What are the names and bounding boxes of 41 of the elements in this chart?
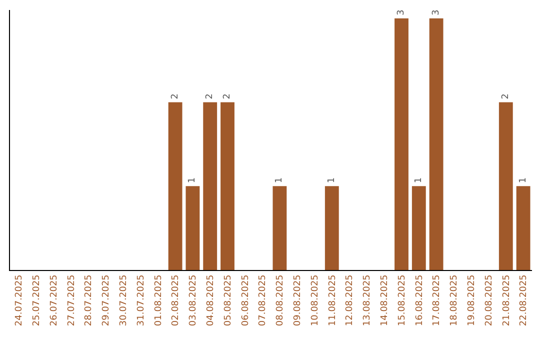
x-tick-label: 18.08.2025 [450, 274, 460, 326]
x-tick-label: 15.08.2025 [397, 274, 408, 326]
x-tick-label: 01.08.2025 [154, 274, 164, 326]
data-label: 1 [414, 177, 424, 184]
data-label: 3 [396, 10, 406, 16]
x-tick-label: 24.07.2025 [14, 274, 25, 326]
x-tick-label: 14.08.2025 [380, 274, 390, 326]
x-tick-label: 06.08.2025 [240, 274, 251, 326]
data-label: 2 [205, 94, 216, 100]
data-label: 3 [431, 10, 442, 16]
x-tick-label: 17.08.2025 [432, 274, 442, 326]
data-label: 1 [518, 177, 528, 184]
data-label: 1 [326, 177, 337, 184]
x-tick-label: 30.07.2025 [119, 274, 130, 326]
x-tick-label: 29.07.2025 [102, 274, 112, 326]
data-label: 2 [170, 94, 180, 100]
x-tick-label: 02.08.2025 [171, 274, 182, 326]
x-tick-label: 21.08.2025 [502, 274, 512, 326]
x-tick-label: 13.08.2025 [362, 274, 373, 326]
x-tick-label: 28.07.2025 [84, 274, 94, 326]
data-label: 1 [274, 177, 285, 184]
data-label: 2 [500, 94, 511, 100]
x-tick-label: 05.08.2025 [223, 274, 234, 326]
data-label: 2 [222, 94, 232, 100]
x-tick-label: 16.08.2025 [414, 274, 425, 326]
x-tick-label: 19.08.2025 [467, 274, 478, 326]
x-tick-label: 27.07.2025 [66, 274, 77, 326]
x-tick-label: 04.08.2025 [206, 274, 216, 326]
x-tick-label: 03.08.2025 [188, 274, 199, 326]
data-label: 1 [188, 177, 198, 184]
x-tick-label: 22.08.2025 [519, 274, 530, 326]
x-tick-label: 12.08.2025 [345, 274, 356, 326]
x-tick-label: 25.07.2025 [32, 274, 42, 326]
x-tick-label: 09.08.2025 [293, 274, 304, 326]
x-tick-label: 20.08.2025 [484, 274, 494, 326]
x-tick-label: 26.07.2025 [49, 274, 60, 326]
x-tick-label: 08.08.2025 [276, 274, 286, 326]
x-tick-label: 31.07.2025 [136, 274, 146, 326]
x-tick-label: 11.08.2025 [328, 274, 338, 326]
x-tick-label: 10.08.2025 [310, 274, 320, 326]
x-tick-label: 07.08.2025 [258, 274, 268, 326]
